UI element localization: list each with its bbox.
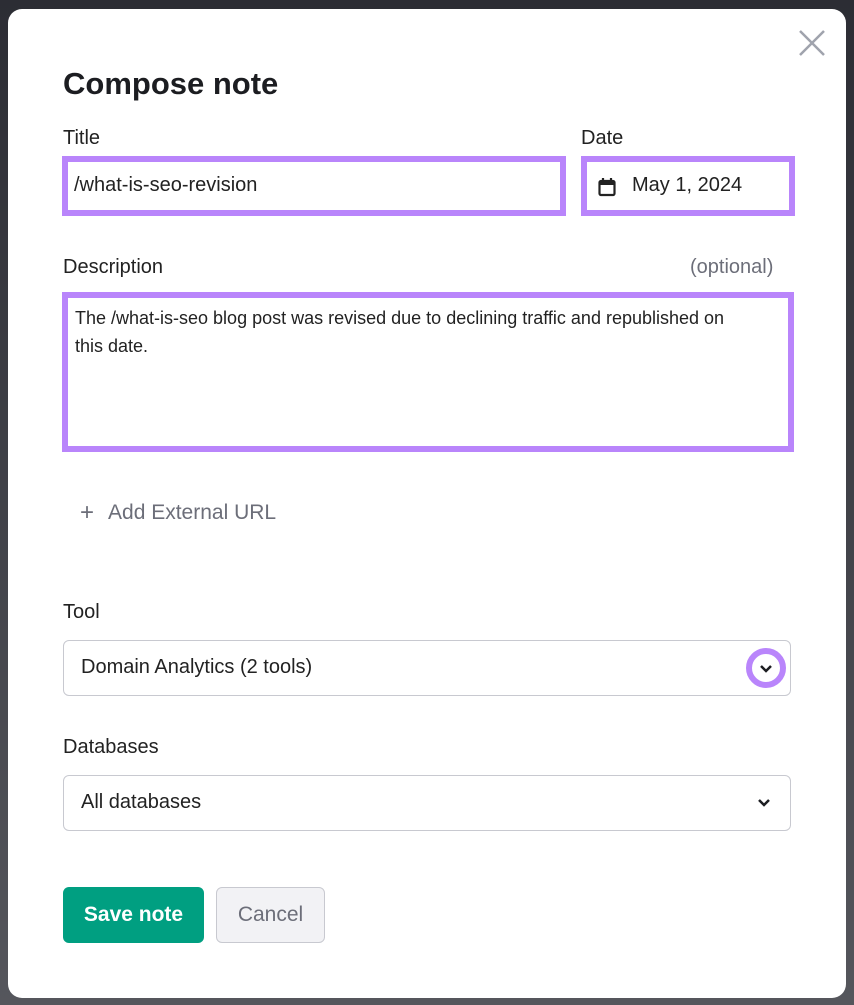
cancel-button[interactable]: Cancel [216,887,325,943]
databases-label: Databases [63,736,159,758]
title-label: Title [63,127,101,149]
tool-label: Tool [63,601,100,623]
dialog-title: Compose note [63,66,279,101]
description-textarea[interactable]: The /what-is-seo blog post was revised d… [62,292,794,452]
add-external-url-button[interactable]: + Add External URL [80,499,276,527]
title-input-value: /what-is-seo-revision [74,174,258,196]
title-input[interactable]: /what-is-seo-revision [62,156,566,216]
add-external-url-label: Add External URL [108,501,277,524]
tool-select[interactable]: Domain Analytics (2 tools) [63,640,791,696]
compose-note-dialog: Compose note Title /what-is-seo-revision… [8,9,846,998]
plus-icon: + [80,499,95,526]
date-input[interactable]: May 1, 2024 [581,156,795,216]
date-label: Date [581,127,624,149]
description-value: The /what-is-seo blog post was revised d… [75,308,725,356]
save-note-button[interactable]: Save note [63,887,204,943]
databases-select-value: All databases [81,791,202,813]
chevron-down-icon [758,799,770,807]
chevron-down-icon[interactable] [745,647,787,689]
description-label: Description [63,256,164,278]
calendar-icon [598,178,616,197]
optional-hint: (optional) [690,256,774,278]
databases-select[interactable]: All databases [63,775,791,831]
close-icon[interactable] [798,29,826,57]
date-value: May 1, 2024 [632,174,743,196]
tool-select-value: Domain Analytics (2 tools) [81,656,313,678]
